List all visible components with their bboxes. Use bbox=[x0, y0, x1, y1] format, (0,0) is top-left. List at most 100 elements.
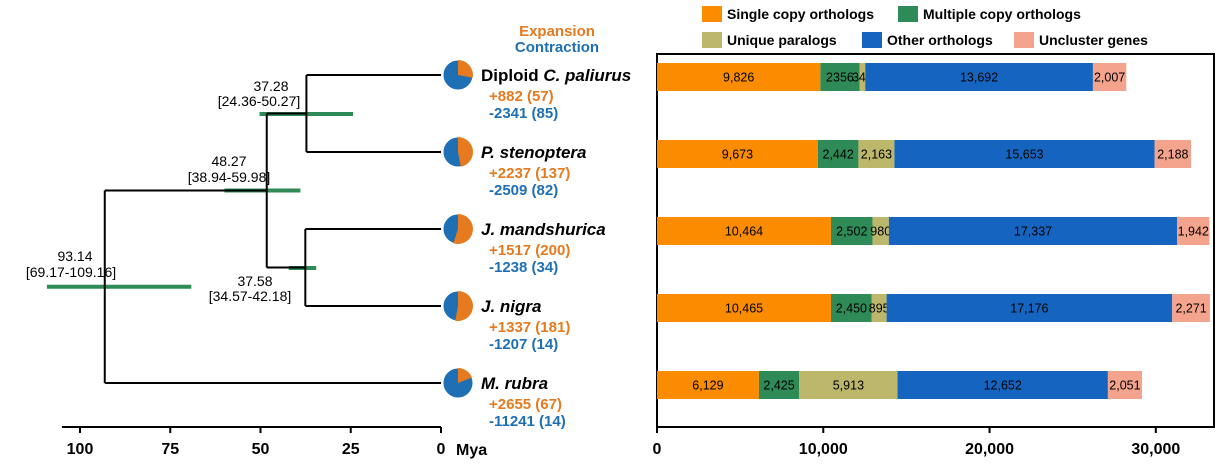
node-age-label: 93.14 bbox=[57, 248, 92, 264]
x-tick-label: 0 bbox=[653, 441, 662, 458]
bar-value-label: 13,692 bbox=[960, 71, 998, 85]
node-ci-label: [24.36-50.27] bbox=[218, 93, 301, 109]
species-name-italic: J. nigra bbox=[481, 297, 541, 316]
bar-value-label: 2,051 bbox=[1109, 379, 1140, 393]
tree-tick-label: 25 bbox=[342, 441, 360, 458]
species-name: J. mandshurica bbox=[481, 220, 606, 239]
legend-expansion: Expansion bbox=[519, 23, 595, 40]
bar-segment bbox=[1092, 63, 1127, 91]
bar-value-label: 5,913 bbox=[833, 379, 864, 393]
bar-segment bbox=[831, 294, 872, 322]
bar-segment bbox=[894, 140, 1155, 168]
bar-segment bbox=[858, 140, 895, 168]
species-name: J. nigra bbox=[481, 297, 541, 316]
legend-label: Unique paralogs bbox=[727, 32, 837, 48]
bar-value-label: 895 bbox=[869, 302, 890, 316]
bar-value-label: 12,652 bbox=[984, 379, 1022, 393]
bar-segment bbox=[657, 294, 831, 322]
pie-expansion-slice bbox=[455, 290, 474, 321]
species-name-italic: J. mandshurica bbox=[481, 220, 606, 239]
bar-value-label: 9,826 bbox=[723, 71, 754, 85]
contraction-count: -2341 (85) bbox=[489, 105, 558, 122]
legend-swatch bbox=[702, 32, 722, 48]
bar-value-label: 2,502 bbox=[836, 225, 867, 239]
bar-value-label: 17,337 bbox=[1014, 225, 1052, 239]
pie-expansion-slice bbox=[453, 214, 473, 244]
contraction-count: -1238 (34) bbox=[489, 259, 558, 276]
legend-label: Other orthologs bbox=[887, 32, 993, 48]
legend-swatch bbox=[702, 6, 722, 22]
bar-segment bbox=[820, 63, 860, 91]
bar-segment bbox=[830, 217, 873, 245]
node-age-label: 37.58 bbox=[237, 273, 272, 289]
expansion-count: +1337 (181) bbox=[489, 319, 570, 336]
bar-segment bbox=[865, 63, 1093, 91]
contraction-count: -11241 (14) bbox=[489, 413, 566, 430]
phylogenetic-tree: 37.28[24.36-50.27] 48.27[38.94-59.98] 93.1… bbox=[26, 74, 487, 459]
node-ci-label: [34.57-42.18] bbox=[209, 288, 292, 304]
bar-value-label: 17,176 bbox=[1010, 302, 1048, 316]
x-tick-label: 20,000 bbox=[965, 441, 1014, 458]
node-age-label: 37.28 bbox=[253, 78, 288, 94]
node-ci-label: [38.94-59.98] bbox=[188, 169, 271, 185]
species-name-italic: C. paliurus bbox=[543, 66, 631, 85]
bar-value-label: 2,425 bbox=[763, 379, 794, 393]
bar-value-label: 2356 bbox=[826, 71, 854, 85]
bar-segment bbox=[897, 371, 1108, 399]
legend-swatch bbox=[1014, 32, 1034, 48]
species-name: Diploid C. paliurus bbox=[481, 66, 631, 85]
bar-segment bbox=[817, 140, 859, 168]
species-labels: Diploid C. paliurus +882 (57)-2341 (85) P.… bbox=[442, 59, 631, 430]
bar-segment bbox=[886, 294, 1173, 322]
contraction-count: -2509 (82) bbox=[489, 182, 558, 199]
bar-value-label: 1,942 bbox=[1178, 225, 1209, 239]
legend-label: Multiple copy orthologs bbox=[923, 6, 1081, 22]
x-tick-label: 30,000 bbox=[1131, 441, 1180, 458]
x-tick-label: 10,000 bbox=[799, 441, 848, 458]
bar-segment bbox=[872, 217, 889, 245]
pie-expansion-slice bbox=[458, 137, 473, 167]
pie-expansion-slice bbox=[458, 60, 473, 78]
bar-segment bbox=[799, 371, 898, 399]
expansion-count: +1517 (200) bbox=[489, 242, 570, 259]
bar-value-label: 2,450 bbox=[836, 302, 867, 316]
expansion-count: +882 (57) bbox=[489, 88, 554, 105]
bar-segment bbox=[657, 217, 831, 245]
legend-label: Single copy orthologs bbox=[727, 6, 874, 22]
expansion-count: +2237 (137) bbox=[489, 165, 570, 182]
bar-value-label: 2,188 bbox=[1157, 148, 1188, 162]
tree-tick-label: 50 bbox=[252, 441, 270, 458]
tree-axis-unit: Mya bbox=[456, 442, 487, 459]
bar-value-label: 980 bbox=[870, 225, 891, 239]
species-name-italic: P. stenoptera bbox=[481, 143, 587, 162]
species-name: M. rubra bbox=[481, 374, 548, 393]
node-ci-label: [69.17-109.16] bbox=[26, 264, 116, 280]
bar-segment bbox=[657, 371, 759, 399]
bar-segment bbox=[657, 140, 818, 168]
node-age-label: 48.27 bbox=[211, 153, 246, 169]
bar-segment bbox=[1172, 294, 1210, 322]
bar-value-label: 2,163 bbox=[861, 148, 892, 162]
contraction-count: -1207 (14) bbox=[489, 336, 558, 353]
bar-value-label: 2,007 bbox=[1094, 71, 1125, 85]
tree-tick-label: 0 bbox=[437, 441, 446, 458]
bar-value-label: 15,653 bbox=[1005, 148, 1043, 162]
legend-label: Uncluster genes bbox=[1039, 32, 1148, 48]
tree-tick-label: 75 bbox=[161, 441, 179, 458]
bar-value-label: 9,673 bbox=[722, 148, 753, 162]
bar-segment bbox=[1177, 217, 1210, 245]
bar-value-label: 6,129 bbox=[692, 379, 723, 393]
species-name-italic: M. rubra bbox=[481, 374, 548, 393]
bar-value-label: 2,271 bbox=[1175, 302, 1206, 316]
species-name-prefix: Diploid bbox=[481, 66, 543, 85]
bar-value-label: 10,465 bbox=[725, 302, 763, 316]
bar-segment bbox=[888, 217, 1178, 245]
pie-expansion-slice bbox=[458, 368, 472, 383]
species-name: P. stenoptera bbox=[481, 143, 587, 162]
bar-segment bbox=[1107, 371, 1142, 399]
pie-legend: Expansion Contraction bbox=[515, 23, 599, 56]
bar-segment bbox=[871, 294, 887, 322]
tree-tick-label: 100 bbox=[67, 441, 94, 458]
